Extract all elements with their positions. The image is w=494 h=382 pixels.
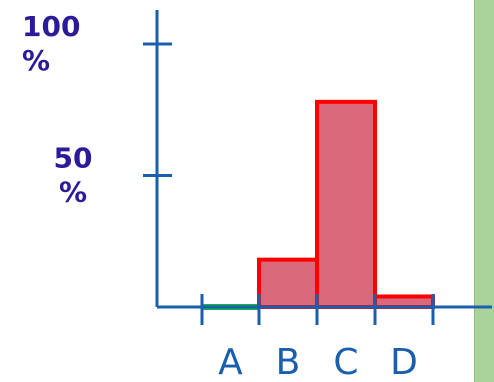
axes-group [143, 10, 492, 325]
x-tick-label-C: C [333, 342, 358, 382]
y-tick-label-line2: % [22, 44, 50, 77]
y-tick-label-line2: % [59, 176, 87, 209]
x-tick-label-D: D [390, 342, 418, 382]
y-tick-label-line1: 50 [54, 142, 93, 175]
bars-group [202, 99, 435, 310]
y-tick-label-50: 50% [54, 142, 93, 209]
x-tick-label-A: A [218, 342, 243, 382]
y-tick-label-line1: 100 [22, 10, 80, 43]
side-panel [474, 0, 494, 382]
x-tick-label-B: B [276, 342, 301, 382]
bar-D [373, 294, 435, 310]
side-panel-group [474, 0, 494, 382]
labels-group: 100 %50 %A B C D [22, 10, 418, 382]
bar-C [315, 99, 377, 309]
y-tick-label-100: 100% [22, 10, 80, 77]
bar-B [257, 257, 319, 310]
